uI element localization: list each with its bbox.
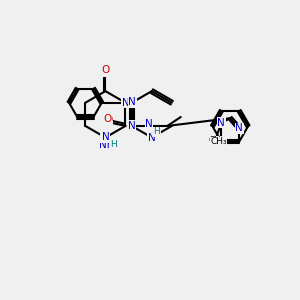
Text: N: N	[145, 119, 153, 129]
Text: N: N	[218, 118, 225, 128]
Text: H: H	[110, 140, 117, 148]
Text: N: N	[128, 121, 136, 131]
Text: N: N	[122, 98, 129, 108]
Text: N: N	[148, 133, 156, 142]
Text: O: O	[101, 65, 110, 75]
Text: N: N	[101, 133, 109, 142]
Text: O: O	[103, 114, 112, 124]
Text: O: O	[101, 66, 110, 76]
Text: N: N	[235, 123, 243, 133]
Text: CH₃: CH₃	[208, 136, 225, 145]
Text: N: N	[128, 98, 136, 108]
Text: H: H	[110, 140, 116, 148]
Text: N: N	[128, 97, 136, 107]
Text: H: H	[154, 128, 160, 136]
Text: N: N	[101, 132, 109, 142]
Text: CH₃: CH₃	[210, 137, 227, 146]
Text: NH: NH	[99, 140, 115, 150]
Text: O: O	[104, 115, 113, 125]
Text: N: N	[145, 119, 153, 129]
Text: N: N	[148, 133, 156, 142]
Text: N: N	[122, 98, 129, 108]
Text: H: H	[154, 128, 160, 136]
